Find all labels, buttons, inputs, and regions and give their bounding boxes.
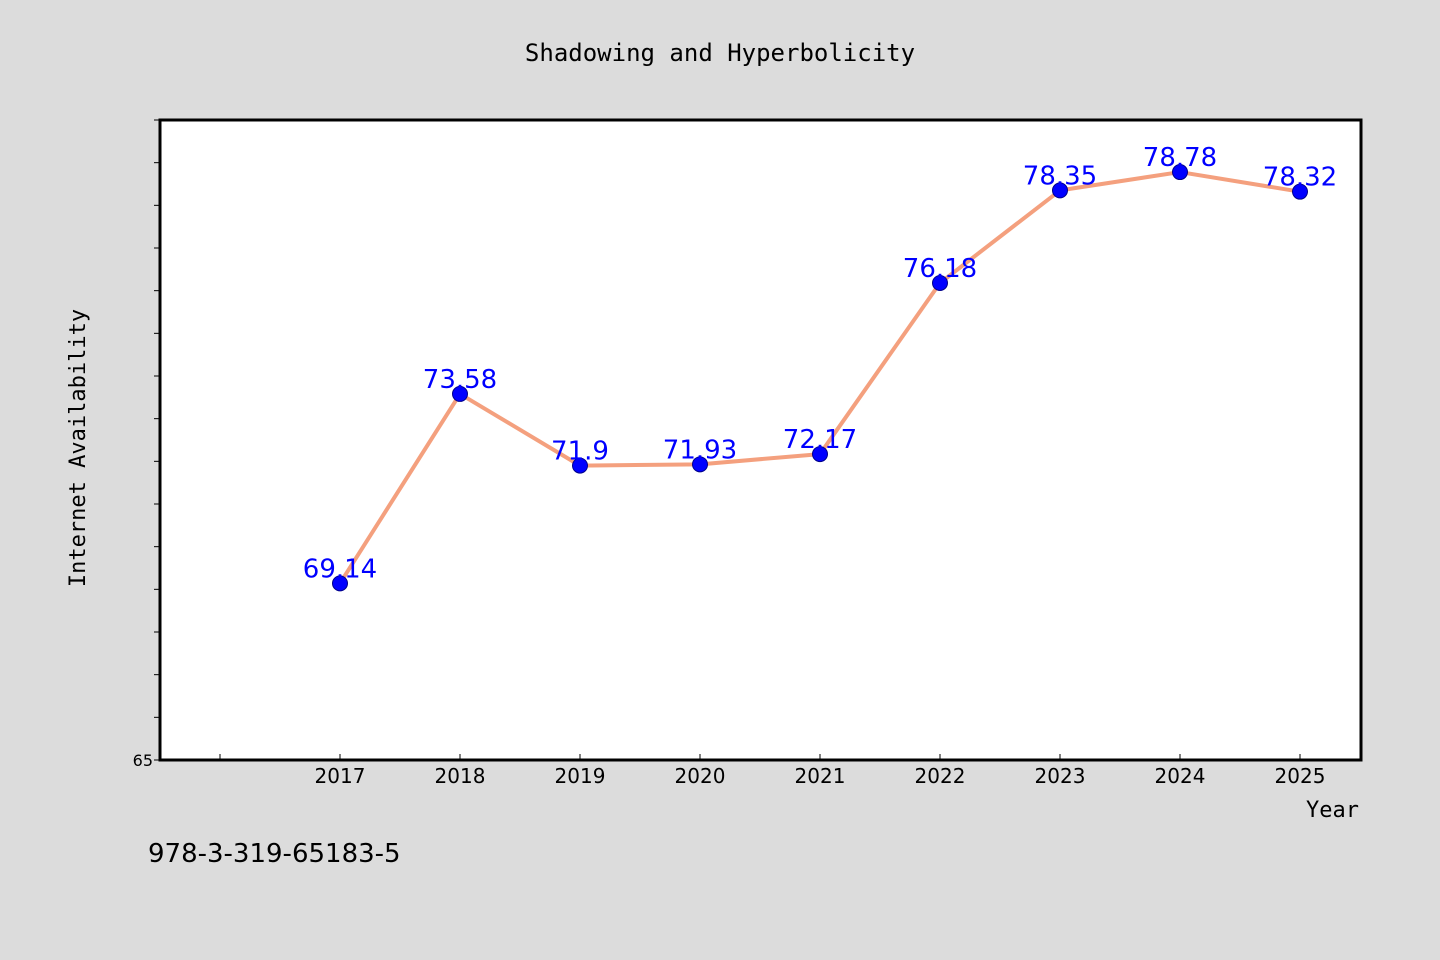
data-label: 76.18 [903, 254, 977, 284]
y-tick-label-65: 65 [133, 751, 153, 770]
data-label: 71.93 [663, 435, 737, 465]
x-tick-label: 2023 [1035, 764, 1086, 788]
data-point [932, 274, 948, 291]
data-point [1292, 183, 1308, 200]
data-labels-layer: 69.14 73.58 71.9 71.93 72.17 76.18 78.35 78.78 7… [303, 143, 1337, 584]
data-label: 73.58 [423, 365, 497, 395]
data-label: 71.9 [551, 437, 609, 467]
x-tick-label: 2018 [435, 764, 486, 788]
footer-isbn: 978-3-319-65183-5 [148, 839, 401, 869]
plot-area [158, 118, 1363, 762]
data-point [332, 575, 348, 592]
x-tick-label: 2025 [1275, 764, 1326, 788]
data-point [812, 446, 828, 463]
data-point [1052, 182, 1068, 199]
x-tick-label: 2020 [675, 764, 726, 788]
series-layer [332, 164, 1308, 592]
x-tick-label: 2021 [795, 764, 846, 788]
data-point [1172, 164, 1188, 181]
y-axis-ticks [154, 119, 160, 761]
data-label: 78.35 [1023, 161, 1097, 191]
x-tick-label: 2022 [915, 764, 966, 788]
data-label: 78.32 [1263, 163, 1337, 193]
x-tick-label: 2019 [555, 764, 606, 788]
x-tick-label: 2017 [315, 764, 366, 788]
data-label: 72.17 [783, 425, 857, 455]
chart-title: Shadowing and Hyperbolicity [525, 39, 915, 67]
data-point [692, 456, 708, 473]
data-label: 69.14 [303, 554, 377, 584]
x-axis-ticks: 2017 2018 2019 2020 2021 2022 2023 2024 2025 [219, 754, 1326, 788]
x-tick-label: 2024 [1155, 764, 1206, 788]
x-axis-label: Year [1306, 798, 1359, 823]
data-point [572, 457, 588, 474]
data-label: 78.78 [1143, 143, 1217, 173]
data-point [452, 385, 468, 402]
y-axis-label: Internet Availability [66, 309, 91, 587]
